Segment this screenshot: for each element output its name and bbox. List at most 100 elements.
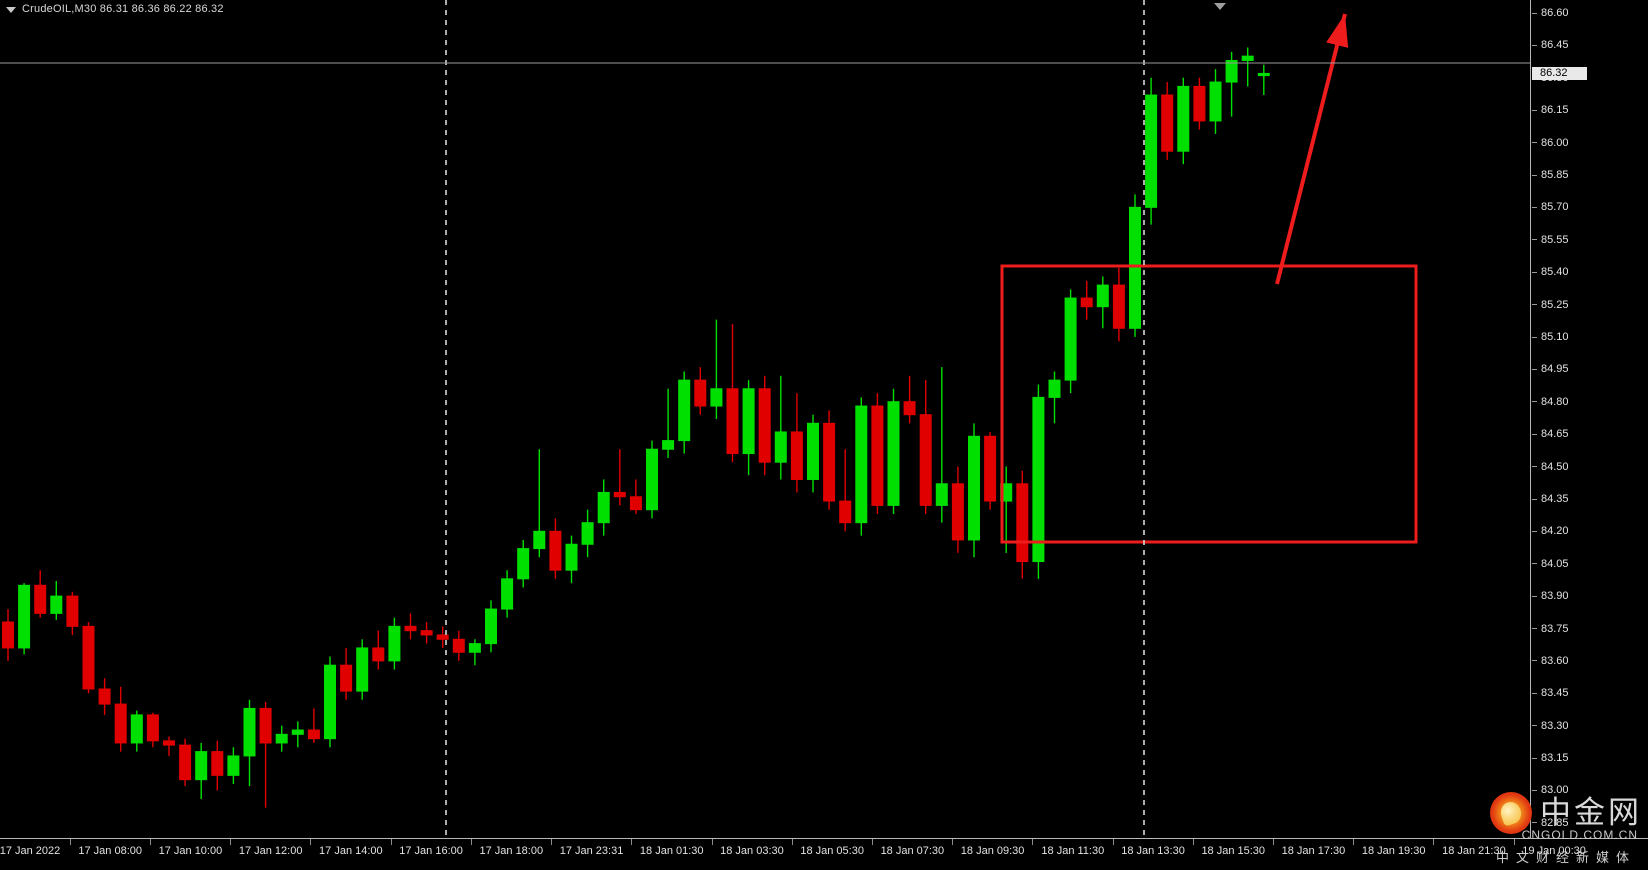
- time-axis-separator: [1273, 839, 1275, 845]
- price-axis-tick: 85.40: [1531, 266, 1569, 278]
- breakout-arrow[interactable]: [1275, 13, 1349, 285]
- candlestick: [694, 367, 707, 415]
- tick-mark-icon: [1532, 498, 1537, 500]
- price-axis-tick: 85.70: [1531, 201, 1569, 213]
- time-axis-tick-label: 17 Jan 18:00: [479, 845, 544, 857]
- candlestick: [195, 742, 208, 800]
- price-axis-tick: 83.00: [1531, 784, 1569, 796]
- candlestick: [823, 410, 836, 510]
- price-axis-tick: 83.75: [1531, 623, 1569, 635]
- candlestick: [1257, 64, 1270, 96]
- time-axis-tick-label: 18 Jan 19:30: [1361, 845, 1426, 857]
- price-axis-tick-label: 85.25: [1541, 298, 1569, 311]
- price-axis-tick-label: 83.90: [1541, 590, 1569, 603]
- tick-mark-icon: [1532, 44, 1537, 46]
- consolidation-box[interactable]: [1000, 264, 1418, 544]
- candlestick: [710, 319, 723, 419]
- candlestick: [758, 375, 771, 476]
- candlestick: [984, 431, 997, 510]
- price-axis-tick: 84.35: [1531, 493, 1569, 505]
- price-axis-tick-label: 85.70: [1541, 201, 1569, 214]
- candlestick: [1016, 470, 1029, 579]
- candlestick: [533, 449, 546, 558]
- price-axis-tick-label: 82.85: [1541, 816, 1569, 829]
- price-axis-tick-label: 84.50: [1541, 460, 1569, 473]
- time-axis-tick-label: 19 Jan 00:30: [1522, 845, 1586, 857]
- candlestick: [50, 580, 63, 620]
- candlestick: [774, 375, 787, 480]
- price-axis-tick: 84.20: [1531, 525, 1569, 537]
- symbol-quote-bar[interactable]: CrudeOIL,M30 86.31 86.36 86.22 86.32: [0, 0, 224, 18]
- candlestick: [275, 725, 288, 752]
- time-axis-separator: [1032, 839, 1034, 845]
- candlestick: [130, 710, 143, 752]
- price-axis-tick-label: 85.55: [1541, 233, 1569, 246]
- tick-mark-icon: [1532, 336, 1537, 338]
- tick-mark-icon: [1532, 692, 1537, 694]
- time-axis-tick-label: 18 Jan 17:30: [1281, 845, 1346, 857]
- candlestick: [1032, 384, 1045, 579]
- candlestick: [597, 479, 610, 536]
- candlestick: [291, 721, 304, 748]
- tick-mark-icon: [1532, 12, 1537, 14]
- time-axis-tick-label: 17 Jan 2022: [0, 845, 61, 857]
- candlestick: [968, 423, 980, 558]
- price-axis[interactable]: 86.32 86.6086.4586.3086.1586.0085.8585.7…: [1530, 0, 1648, 838]
- time-axis-separator: [551, 839, 553, 845]
- time-axis-separator: [791, 839, 793, 845]
- candlestick: [919, 380, 932, 515]
- candlestick: [662, 388, 675, 458]
- time-axis-tick-label: 18 Jan 11:30: [1041, 845, 1105, 857]
- price-axis-tick-label: 83.15: [1541, 752, 1569, 765]
- candlestick: [565, 535, 578, 584]
- tick-mark-icon: [1532, 433, 1537, 435]
- candlestick: [1048, 371, 1061, 424]
- tick-mark-icon: [1532, 822, 1537, 824]
- watermark-tagline: 中文财经新媒体: [1495, 851, 1636, 866]
- time-axis[interactable]: 17 Jan 2022 17 Jan 08:00 17 Jan 10:00 17 Ja…: [0, 838, 1648, 870]
- tick-mark-icon: [1532, 109, 1537, 111]
- chart-dropdown-icon[interactable]: [6, 6, 16, 13]
- time-axis-tick-label: 18 Jan 07:30: [880, 845, 945, 857]
- time-axis-separator: [1192, 839, 1194, 845]
- chart-plot-area[interactable]: [0, 0, 1530, 838]
- tick-mark-icon: [1532, 174, 1537, 176]
- price-axis-tick: 83.60: [1531, 655, 1569, 667]
- price-axis-tick-label: 86.60: [1541, 6, 1569, 19]
- time-axis-tick-label: 18 Jan 05:30: [800, 845, 864, 857]
- time-axis-tick-label: 18 Jan 01:30: [639, 845, 704, 857]
- candlestick: [146, 712, 159, 748]
- price-axis-tick-label: 84.20: [1541, 525, 1569, 538]
- tick-mark-icon: [1532, 725, 1537, 727]
- tick-mark-icon: [1532, 142, 1537, 144]
- price-axis-tick: 86.15: [1531, 104, 1569, 116]
- candlestick: [1145, 77, 1158, 225]
- candlestick: [613, 449, 626, 506]
- candlestick: [839, 449, 852, 532]
- price-axis-tick: 85.85: [1531, 169, 1569, 181]
- candlestick: [581, 509, 594, 558]
- candlestick: [324, 656, 336, 748]
- price-axis-tick-label: 85.40: [1541, 266, 1569, 279]
- price-axis-tick-label: 84.80: [1541, 395, 1569, 408]
- time-axis-separator: [310, 839, 312, 845]
- candlestick: [935, 367, 948, 523]
- watermark-url: CNGOLD.COM.CN: [1521, 828, 1638, 842]
- candlestick: [388, 617, 401, 670]
- drawing-annotations-layer: [0, 0, 1530, 838]
- candlestick: [211, 740, 224, 791]
- candlestick: [742, 380, 755, 476]
- tick-mark-icon: [1532, 790, 1537, 792]
- candlestick: [259, 701, 272, 808]
- tick-mark-icon: [1532, 304, 1537, 306]
- candlestick: [1112, 267, 1125, 342]
- time-axis-tick-label: 17 Jan 08:00: [78, 845, 143, 857]
- candlestick: [887, 388, 900, 515]
- candlestick-series: [2, 47, 1270, 808]
- price-axis-tick-label: 86.00: [1541, 136, 1569, 149]
- tick-mark-icon: [1532, 206, 1537, 208]
- candlestick: [903, 375, 916, 424]
- price-axis-tick: 84.80: [1531, 396, 1569, 408]
- price-axis-tick-label: 84.35: [1541, 492, 1569, 505]
- candlestick: [1209, 69, 1222, 134]
